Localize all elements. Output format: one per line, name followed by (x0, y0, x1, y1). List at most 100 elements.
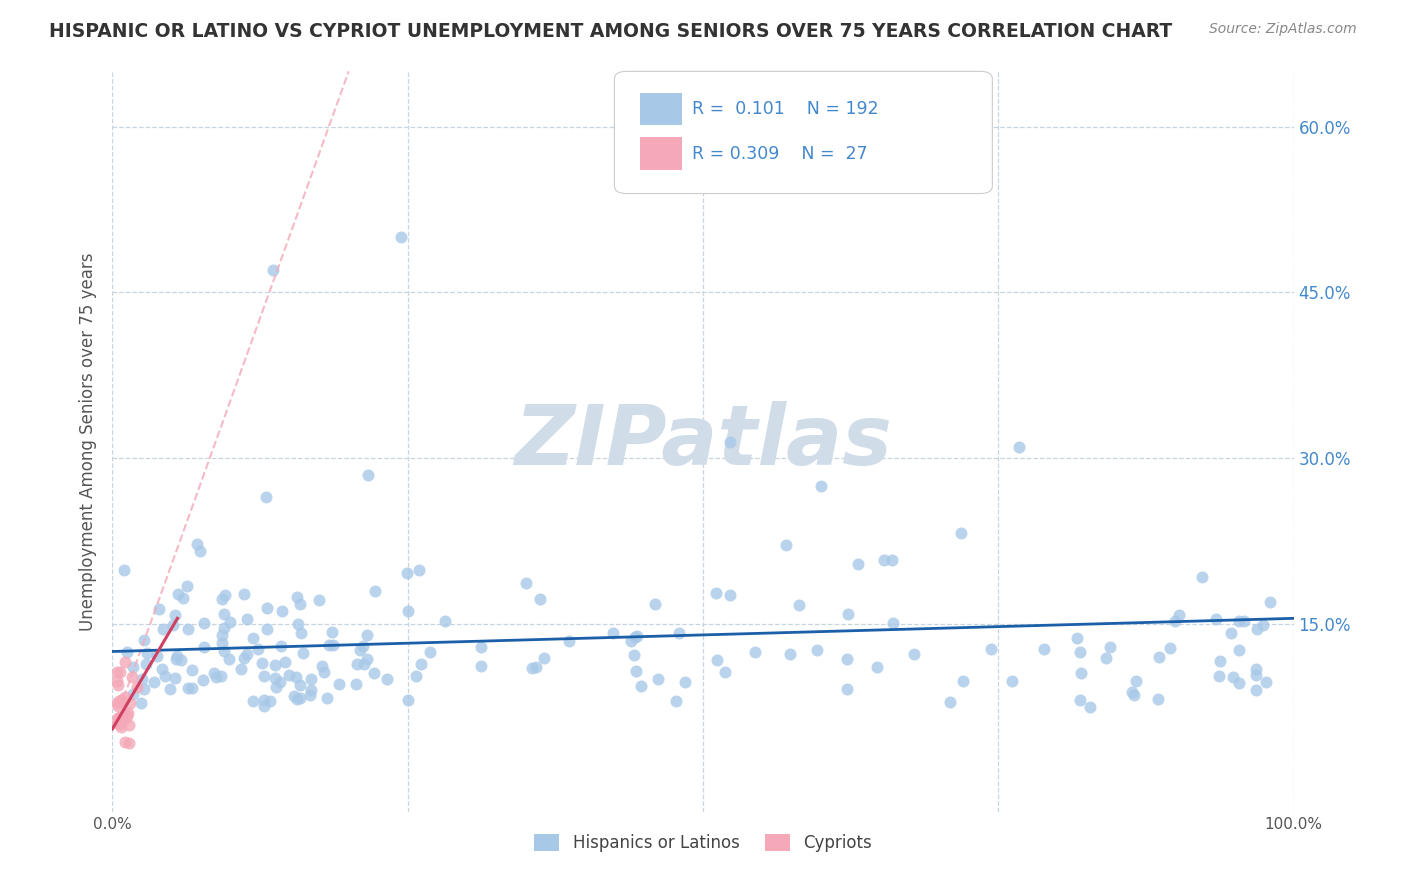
Point (903, 647, 925, 661)
Point (114, 734, 136, 748)
Point (1227, 675, 1250, 690)
Point (135, 647, 157, 661)
Point (132, 632, 155, 647)
Point (290, 625, 312, 640)
Point (779, 647, 801, 661)
Point (533, 651, 555, 665)
Point (949, 525, 972, 540)
Point (630, 679, 652, 693)
Point (396, 604, 419, 618)
Point (163, 608, 186, 623)
Point (193, 673, 215, 688)
Point (202, 666, 225, 681)
Point (114, 655, 136, 669)
Point (1078, 699, 1101, 714)
Point (284, 670, 307, 684)
Point (167, 587, 190, 601)
Point (177, 681, 200, 695)
Point (1164, 614, 1187, 628)
Point (1191, 570, 1213, 584)
Point (411, 657, 433, 672)
Point (352, 639, 374, 653)
Point (1244, 668, 1267, 682)
Point (1121, 685, 1143, 699)
Point (1008, 440, 1031, 454)
Point (322, 638, 344, 652)
Point (270, 640, 292, 654)
Point (283, 690, 305, 704)
Point (218, 652, 240, 666)
Point (122, 660, 145, 674)
Point (114, 690, 136, 704)
Point (236, 647, 259, 661)
Point (1227, 643, 1250, 657)
Point (256, 601, 278, 615)
Point (647, 673, 669, 687)
Point (1227, 615, 1250, 629)
Point (110, 720, 132, 734)
Point (112, 712, 135, 726)
Point (162, 618, 184, 632)
Point (264, 672, 287, 686)
Point (434, 614, 457, 628)
Point (271, 604, 294, 618)
Point (664, 694, 686, 708)
Point (364, 584, 387, 599)
Point (176, 579, 198, 593)
Point (312, 665, 335, 680)
Point (311, 659, 333, 673)
Point (212, 621, 235, 635)
Point (644, 597, 666, 611)
Point (107, 711, 129, 725)
Point (375, 673, 398, 687)
Point (236, 612, 259, 626)
Point (131, 672, 153, 686)
Point (166, 648, 188, 663)
Point (1098, 640, 1121, 654)
Point (1246, 622, 1268, 636)
Point (112, 563, 135, 577)
Point (142, 675, 165, 690)
Point (321, 625, 343, 640)
Point (150, 662, 173, 676)
Point (810, 479, 832, 493)
Point (181, 663, 204, 677)
Point (262, 263, 284, 277)
Point (1069, 693, 1091, 707)
Point (1208, 654, 1230, 668)
Point (1094, 651, 1116, 665)
Point (146, 648, 169, 663)
Point (274, 656, 297, 670)
Point (1070, 666, 1092, 681)
Point (181, 681, 204, 695)
Text: R = 0.309    N =  27: R = 0.309 N = 27 (692, 145, 868, 162)
Point (515, 576, 537, 591)
Point (316, 691, 339, 706)
Point (115, 708, 138, 723)
Point (396, 692, 419, 706)
Point (718, 588, 741, 602)
Point (1205, 612, 1227, 626)
Point (132, 681, 155, 696)
FancyBboxPatch shape (614, 71, 993, 194)
Point (1220, 626, 1243, 640)
Point (668, 626, 690, 640)
Point (835, 651, 858, 665)
Point (172, 591, 194, 605)
Point (623, 648, 645, 662)
Point (121, 687, 143, 701)
Point (148, 602, 170, 616)
Point (1258, 594, 1281, 608)
Point (107, 694, 129, 708)
Point (980, 642, 1002, 657)
Point (114, 707, 136, 722)
Point (1246, 662, 1268, 676)
Point (211, 591, 233, 606)
Point (301, 683, 323, 698)
Point (177, 622, 200, 636)
Point (1032, 642, 1054, 657)
Point (1066, 632, 1088, 646)
Point (242, 694, 264, 708)
Text: Source: ZipAtlas.com: Source: ZipAtlas.com (1209, 22, 1357, 37)
Point (111, 693, 134, 707)
